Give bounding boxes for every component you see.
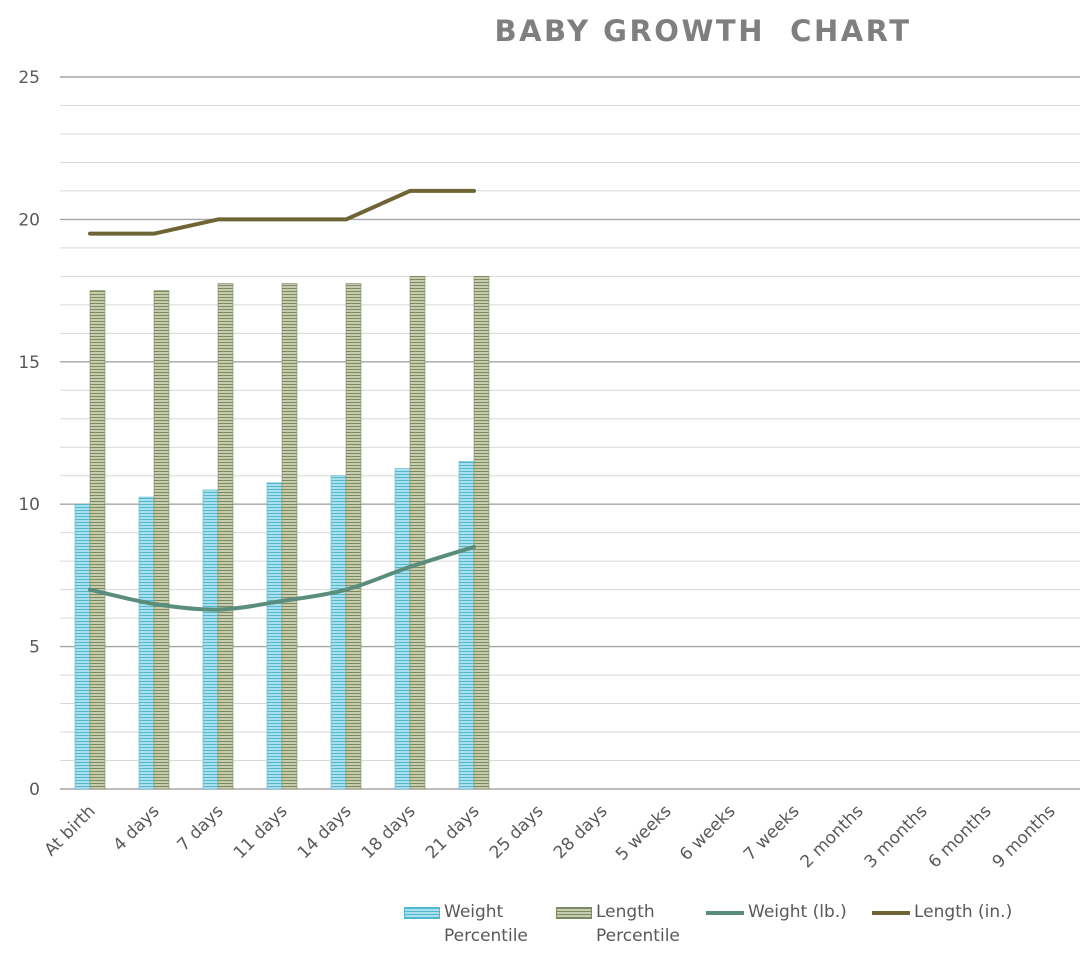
x-tick-label: 28 days (550, 801, 612, 863)
legend: Weight Percentile Length Percentile Weig… (0, 900, 1080, 964)
y-tick-label: 25 (18, 68, 40, 88)
y-tick-label: 20 (18, 210, 40, 230)
legend-label-weight-percentile-1: Weight (444, 902, 504, 922)
legend-swatch-weight-lb (706, 911, 744, 915)
bar-length-percentile-0 (89, 290, 106, 790)
x-tick-label: 2 months (797, 801, 868, 872)
legend-label-length-in: Length (in.) (914, 902, 1013, 922)
legend-item-length-percentile: Length Percentile (556, 900, 680, 948)
x-axis-ticks: At birth 4 days 7 days 11 days 14 days 18 day… (41, 801, 1080, 872)
bar-weight-percentile-5 (394, 468, 411, 790)
legend-item-length-in: Length (in.) (872, 900, 1012, 924)
bar-weight-percentile-3 (266, 482, 283, 790)
x-tick-label: At birth (41, 801, 100, 860)
x-tick-label: 6 months (925, 801, 996, 872)
bar-length-percentile-1 (153, 290, 170, 790)
legend-label-length-percentile-2: Percentile (596, 926, 680, 946)
bar-length-percentile-4 (345, 283, 362, 790)
y-tick-label: 5 (29, 638, 40, 658)
line-weight-lb (88, 544, 476, 612)
x-tick-label: 14 days (294, 801, 356, 863)
x-tick-label: 7 days (174, 801, 228, 855)
chart-title: BABY GROWTH CHART (494, 14, 912, 48)
y-axis-ticks: 0 5 10 15 20 25 (18, 68, 40, 800)
bar-weight-percentile-1 (138, 496, 155, 790)
bar-length-percentile-5 (409, 276, 426, 790)
x-tick-label: 6 weeks (676, 801, 740, 865)
bar-length-percentile-6 (473, 276, 490, 790)
series-lines (88, 188, 476, 612)
legend-swatch-length-in (872, 911, 910, 915)
x-tick-label: 18 days (358, 801, 420, 863)
bar-length-percentile-2 (217, 283, 234, 790)
bar-weight-percentile-2 (202, 489, 219, 790)
x-tick-label: 11 days (230, 801, 292, 863)
x-tick-label: 4 days (110, 801, 164, 855)
legend-label-length-percentile-1: Length (596, 902, 655, 922)
legend-swatch-weight-percentile (404, 907, 440, 919)
x-tick-label: 3 months (861, 801, 932, 872)
bar-weight-percentile-6 (458, 461, 475, 790)
y-tick-label: 0 (29, 780, 40, 800)
legend-item-weight-percentile: Weight Percentile (404, 900, 528, 948)
bar-weight-percentile-4 (330, 475, 347, 790)
x-tick-label: 25 days (486, 801, 548, 863)
legend-swatch-length-percentile (556, 907, 592, 919)
x-tick-label: 5 weeks (612, 801, 676, 865)
legend-label-weight-percentile-2: Percentile (444, 926, 528, 946)
line-length-in (88, 188, 476, 236)
y-tick-label: 15 (18, 353, 40, 373)
bars (74, 276, 490, 790)
y-tick-label: 10 (18, 495, 40, 515)
bar-length-percentile-3 (281, 283, 298, 790)
legend-label-weight-lb: Weight (lb.) (748, 902, 847, 922)
x-tick-label: 7 weeks (740, 801, 804, 865)
x-tick-label: 9 months (989, 801, 1060, 872)
legend-item-weight-lb: Weight (lb.) (706, 900, 847, 924)
bar-weight-percentile-0 (74, 503, 91, 790)
x-tick-label: 21 days (422, 801, 484, 863)
